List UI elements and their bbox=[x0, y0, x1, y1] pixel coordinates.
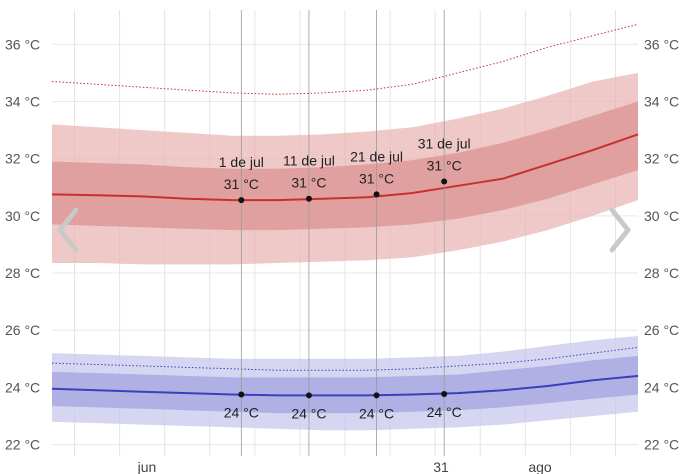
x-tick-label-day: 31 bbox=[433, 459, 449, 474]
low-temp-point bbox=[441, 390, 448, 397]
high-temp-record-line bbox=[51, 23, 639, 95]
annotation-high-label: 31 °C bbox=[359, 170, 394, 186]
y-tick-label-left: 26 °C bbox=[5, 322, 40, 338]
annotation-high-label: 31 °C bbox=[427, 158, 462, 174]
y-tick-label-left: 32 °C bbox=[5, 151, 40, 167]
annotation-marks: 1 de jul 31 °C 24 °C 11 de jul 31 °C 24 °C 21 … bbox=[219, 10, 471, 456]
annotation-date-label: 21 de jul bbox=[350, 148, 403, 164]
annotation-low-label: 24 °C bbox=[427, 404, 462, 420]
next-nav-button[interactable] bbox=[606, 200, 636, 260]
high-temp-point bbox=[305, 195, 312, 202]
high-temp-point bbox=[441, 178, 448, 185]
annotation-date-label: 11 de jul bbox=[283, 153, 335, 169]
y-tick-label-right: 32 °C bbox=[644, 151, 679, 167]
y-tick-label-left: 22 °C bbox=[5, 437, 40, 453]
annotation-date-label: 31 de jul bbox=[418, 136, 471, 152]
axis-labels: 22 °C 22 °C 24 °C 24 °C 26 °C 26 °C 28 °C 28 °C… bbox=[5, 36, 679, 474]
chevron-right-icon bbox=[609, 207, 631, 253]
low-temp-point bbox=[373, 392, 380, 399]
temperature-bands bbox=[51, 23, 639, 431]
annotation-high-label: 31 °C bbox=[224, 176, 259, 192]
annotation-high-label: 31 °C bbox=[291, 175, 326, 191]
y-tick-label-right: 26 °C bbox=[644, 322, 679, 338]
y-tick-label-right: 36 °C bbox=[644, 36, 679, 52]
y-tick-label-right: 28 °C bbox=[644, 265, 679, 281]
annotation-low-label: 24 °C bbox=[359, 405, 394, 421]
low-temp-band-25-75 bbox=[52, 355, 638, 414]
high-temp-point bbox=[373, 191, 380, 198]
annotation-date-label: 1 de jul bbox=[219, 154, 264, 170]
y-tick-label-left: 30 °C bbox=[5, 208, 40, 224]
high-temp-mean-line bbox=[51, 133, 639, 202]
y-tick-label-right: 34 °C bbox=[644, 93, 679, 109]
chevron-left-icon bbox=[57, 207, 79, 253]
high-temp-point bbox=[238, 197, 245, 204]
x-tick-label-month: ago bbox=[528, 459, 552, 474]
annotation-low-label: 24 °C bbox=[291, 405, 326, 421]
y-tick-label-right: 30 °C bbox=[644, 208, 679, 224]
low-temp-mean-line bbox=[51, 374, 639, 397]
high-temp-band-25-75 bbox=[52, 101, 638, 231]
prev-nav-button[interactable] bbox=[52, 200, 82, 260]
y-tick-label-left: 24 °C bbox=[5, 379, 40, 395]
low-temp-point bbox=[305, 392, 312, 399]
y-tick-label-left: 34 °C bbox=[5, 93, 40, 109]
x-tick-label-month: jun bbox=[137, 459, 157, 474]
y-tick-label-right: 24 °C bbox=[644, 379, 679, 395]
low-temp-point bbox=[238, 391, 245, 398]
y-tick-label-right: 22 °C bbox=[644, 437, 679, 453]
y-tick-label-left: 36 °C bbox=[5, 36, 40, 52]
annotation-low-label: 24 °C bbox=[224, 405, 259, 421]
y-tick-label-left: 28 °C bbox=[5, 265, 40, 281]
